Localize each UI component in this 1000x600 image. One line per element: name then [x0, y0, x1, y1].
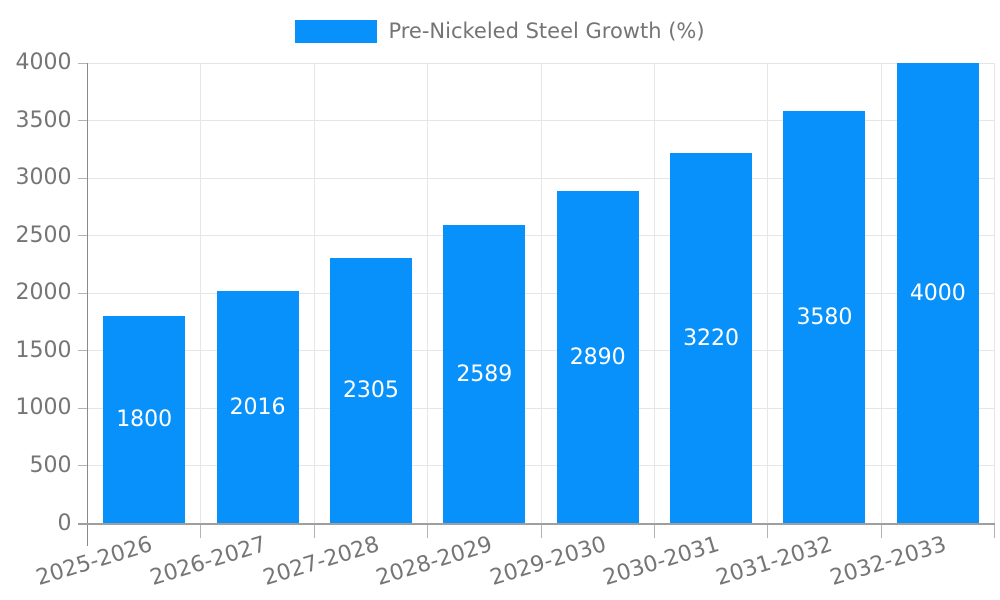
- y-axis-tick-label: 4000: [15, 50, 72, 75]
- legend-swatch-icon: [295, 19, 378, 43]
- gridline-x: [880, 63, 882, 524]
- gridline-x: [767, 63, 769, 524]
- bar-value-label: 2589: [456, 361, 513, 387]
- y-axis-tick: [77, 235, 88, 237]
- x-axis-line: [77, 522, 995, 525]
- x-axis-tick: [994, 523, 995, 538]
- y-axis-tick: [77, 407, 88, 409]
- bar[interactable]: 2016: [216, 291, 299, 524]
- y-axis-tick-label: 3500: [15, 107, 72, 133]
- x-axis-tick: [767, 523, 769, 538]
- bar-value-label: 4000: [909, 280, 966, 306]
- y-axis-tick-label: 0: [57, 510, 72, 536]
- y-axis-tick-label: 3000: [15, 165, 72, 191]
- bar-value-label: 3220: [683, 325, 740, 351]
- y-axis-tick: [77, 177, 88, 179]
- gridline-x: [540, 63, 542, 524]
- bar[interactable]: 3220: [670, 152, 753, 524]
- y-axis-tick: [77, 292, 88, 294]
- gridline-x: [653, 63, 655, 524]
- bar-value-label: 3580: [796, 304, 853, 330]
- x-axis-tick: [313, 523, 315, 538]
- bar[interactable]: 4000: [896, 63, 979, 524]
- x-axis-tick: [540, 523, 542, 538]
- bar[interactable]: 2305: [329, 258, 412, 524]
- bar[interactable]: 1800: [103, 316, 186, 524]
- y-axis-tick: [77, 465, 88, 467]
- bar[interactable]: 2589: [443, 225, 526, 524]
- y-axis-tick: [77, 62, 88, 64]
- bar[interactable]: 2890: [556, 190, 639, 524]
- bar-value-label: 2016: [229, 394, 286, 420]
- bar[interactable]: 3580: [783, 111, 866, 524]
- bar-value-label: 1800: [116, 407, 173, 433]
- y-axis-tick-label: 1000: [15, 395, 72, 421]
- gridline-y: [87, 62, 995, 64]
- y-axis-tick-label: 2500: [15, 222, 72, 248]
- gridline-x: [427, 63, 429, 524]
- x-axis-tick: [427, 523, 429, 538]
- x-axis-tick: [200, 523, 202, 538]
- y-axis-tick: [77, 350, 88, 352]
- x-axis-tick: [653, 523, 655, 538]
- y-axis-tick: [77, 120, 88, 122]
- legend-label: Pre-Nickeled Steel Growth (%): [388, 19, 705, 43]
- y-axis-line: [86, 63, 88, 546]
- y-axis-tick-label: 2000: [15, 280, 72, 306]
- y-axis-tick-label: 500: [29, 452, 72, 478]
- bar-value-label: 2305: [342, 378, 399, 404]
- y-axis-tick-label: 1500: [15, 337, 72, 363]
- bar-value-label: 2890: [569, 344, 626, 370]
- x-axis-tick: [880, 523, 882, 538]
- gridline-x: [200, 63, 202, 524]
- gridline-x: [994, 63, 995, 524]
- chart-legend[interactable]: Pre-Nickeled Steel Growth (%): [0, 17, 1000, 45]
- gridline-x: [313, 63, 315, 524]
